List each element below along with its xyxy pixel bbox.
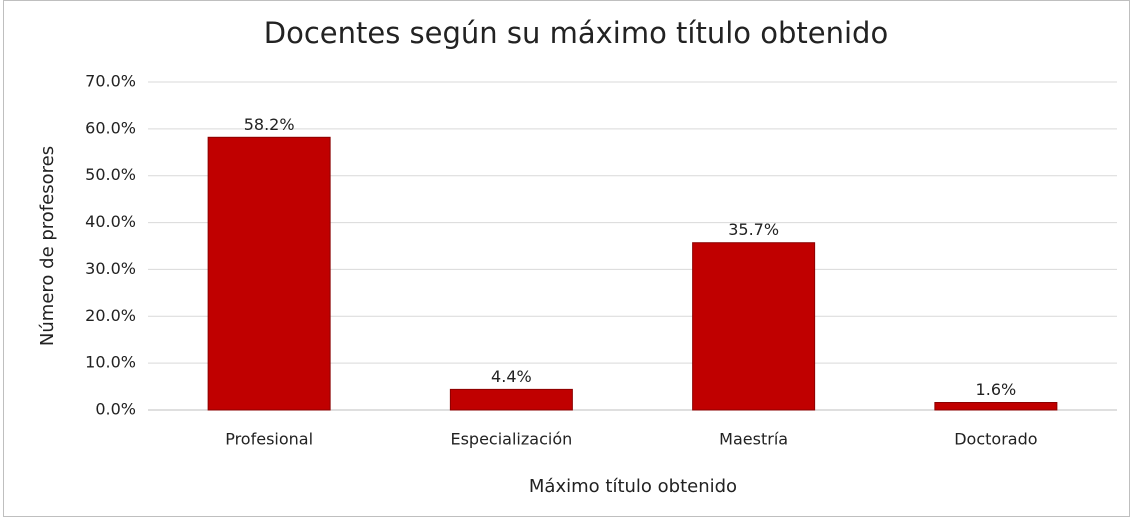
x-axis-label: Máximo título obtenido	[529, 476, 737, 497]
data-label: 1.6%	[976, 380, 1017, 399]
data-label: 4.4%	[491, 367, 532, 386]
y-tick-label: 40.0%	[85, 212, 136, 231]
bar	[692, 242, 816, 411]
y-tick-label: 0.0%	[95, 400, 136, 419]
y-tick-label: 30.0%	[85, 259, 136, 278]
y-tick-label: 60.0%	[85, 118, 136, 137]
chart-border	[3, 0, 1130, 517]
y-tick-label: 20.0%	[85, 306, 136, 325]
y-axis-label: Número de profesores	[37, 146, 58, 346]
x-tick-label: Maestría	[719, 430, 788, 449]
bar	[934, 402, 1058, 411]
y-tick-label: 70.0%	[85, 72, 136, 91]
bar	[449, 388, 573, 411]
y-tick-label: 50.0%	[85, 165, 136, 184]
y-tick-label: 10.0%	[85, 353, 136, 372]
x-tick-label: Profesional	[225, 430, 313, 449]
x-tick-label: Especialización	[450, 430, 572, 449]
x-tick-label: Doctorado	[954, 430, 1037, 449]
chart-title: Docentes según su máximo título obtenido	[264, 16, 888, 50]
bar	[207, 136, 331, 411]
data-label: 35.7%	[728, 220, 779, 239]
data-label: 58.2%	[244, 115, 295, 134]
